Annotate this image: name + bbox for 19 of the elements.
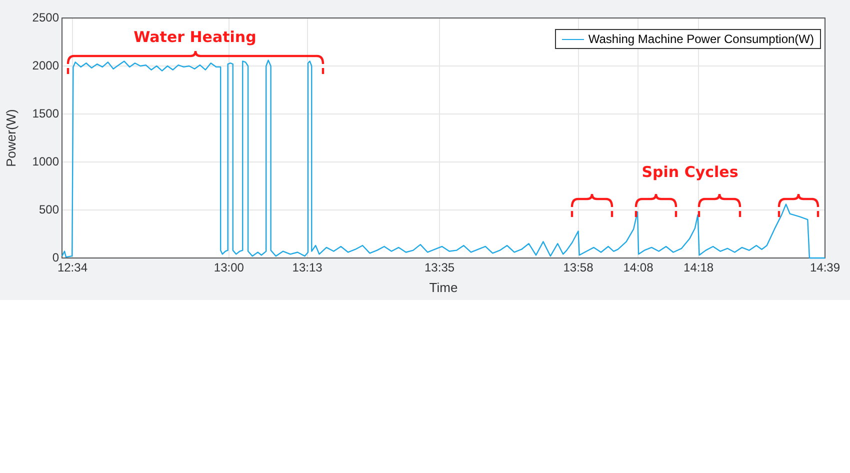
x-tick-label: 14:18 xyxy=(684,260,714,275)
annotation: Water Heating xyxy=(134,28,256,46)
y-tick-label: 1000 xyxy=(32,154,60,168)
x-axis-title: Time xyxy=(429,280,458,295)
x-tick-label: 14:08 xyxy=(623,260,654,275)
y-tick-label: 500 xyxy=(38,202,60,216)
x-tick-label: 13:13 xyxy=(292,260,323,275)
y-axis-title: Power(W) xyxy=(3,109,18,167)
y-tick-label: 0 xyxy=(52,250,60,264)
annotation: Spin Cycles xyxy=(642,162,738,181)
y-tick-label: 1500 xyxy=(32,106,60,120)
x-tick-label: 12:34 xyxy=(57,260,88,275)
x-tick-label: 13:58 xyxy=(563,260,594,275)
x-tick-label: 13:35 xyxy=(424,260,455,275)
y-tick-label: 2500 xyxy=(32,10,60,24)
x-tick-label: 14:39 xyxy=(810,260,840,275)
x-tick-label: 13:00 xyxy=(214,260,244,275)
legend-label: Washing Machine Power Consumption(W) xyxy=(588,32,814,46)
y-tick-label: 2000 xyxy=(32,58,60,72)
